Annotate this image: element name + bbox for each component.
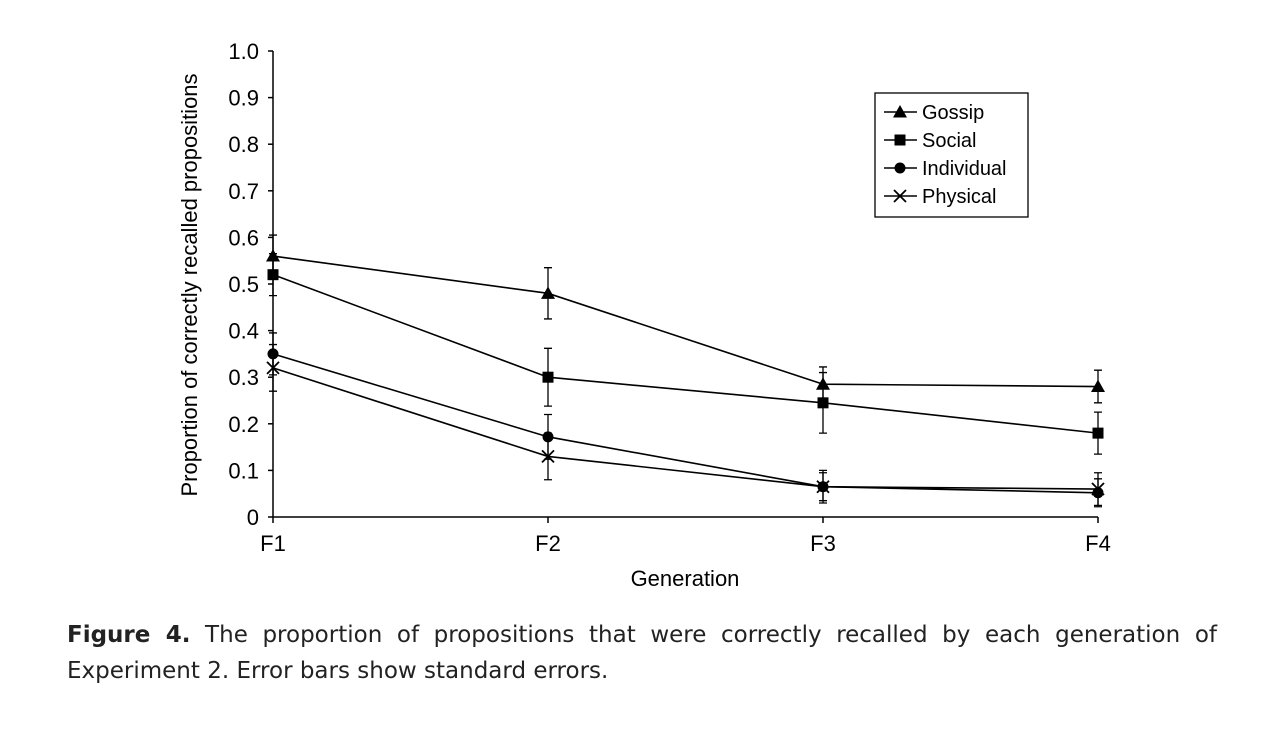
data-point-physical bbox=[266, 361, 280, 375]
series-gossip bbox=[266, 234, 1105, 404]
legend-marker-gossip bbox=[893, 105, 907, 118]
y-tick-label: 0.3 bbox=[228, 365, 259, 390]
data-point-gossip bbox=[1091, 379, 1105, 393]
legend-marker-individual bbox=[894, 162, 906, 174]
figure-caption: Figure 4. The proportion of propositions… bbox=[67, 617, 1217, 689]
data-point-physical bbox=[541, 449, 555, 464]
figure-caption-text: The proportion of propositions that were… bbox=[67, 622, 1217, 684]
series-line-physical bbox=[272, 367, 1099, 490]
series-line-social bbox=[272, 273, 1099, 434]
x-tick-label: F3 bbox=[810, 531, 836, 556]
x-tick-label: F2 bbox=[535, 531, 561, 556]
x-axis-label: Generation bbox=[631, 566, 740, 591]
legend-label-social: Social bbox=[922, 130, 976, 152]
y-tick-label: 0.5 bbox=[228, 272, 259, 297]
chart-legend: Gossip Social Individual Physical bbox=[874, 92, 1029, 218]
y-tick-label: 1.0 bbox=[228, 39, 259, 64]
series-line-gossip bbox=[272, 255, 1099, 388]
legend-label-individual: Individual bbox=[922, 158, 1007, 180]
y-axis-label: Proportion of correctly recalled proposi… bbox=[177, 73, 202, 496]
x-tick-label: F4 bbox=[1085, 531, 1111, 556]
y-tick-label: 0.8 bbox=[228, 132, 259, 157]
legend-label-gossip: Gossip bbox=[922, 102, 984, 124]
legend-label-physical: Physical bbox=[922, 186, 996, 208]
y-tick-label: 0.6 bbox=[228, 225, 259, 250]
series-physical bbox=[266, 343, 1105, 506]
figure-caption-label: Figure 4. bbox=[67, 622, 191, 648]
data-point-social bbox=[267, 269, 279, 281]
y-tick-label: 0.1 bbox=[228, 458, 259, 483]
line-chart: 0 0.1 0.2 0.3 0.4 0.5 0.6 0.7 0.8 0.9 1.0 F1 F2 F3 F4… bbox=[177, 39, 1111, 591]
data-point-physical bbox=[1091, 482, 1105, 496]
y-tick-label: 0.7 bbox=[228, 179, 259, 204]
series-line-individual bbox=[272, 353, 1099, 494]
data-point-social bbox=[542, 371, 554, 383]
x-axis-ticks: F1 F2 F3 F4 bbox=[260, 517, 1111, 556]
data-point-gossip bbox=[541, 286, 555, 299]
data-point-social bbox=[1092, 427, 1104, 439]
legend-marker-social bbox=[894, 134, 906, 146]
series-social bbox=[267, 253, 1104, 455]
y-tick-label: 0 bbox=[247, 505, 259, 530]
chart-series bbox=[266, 234, 1105, 508]
y-tick-label: 0.9 bbox=[228, 86, 259, 111]
legend-marker-physical bbox=[893, 189, 907, 203]
y-tick-label: 0.4 bbox=[228, 319, 259, 344]
data-point-physical bbox=[816, 480, 830, 494]
y-tick-label: 0.2 bbox=[228, 412, 259, 437]
x-tick-label: F1 bbox=[260, 531, 286, 556]
data-point-social bbox=[817, 397, 829, 409]
y-axis-ticks: 0 0.1 0.2 0.3 0.4 0.5 0.6 0.7 0.8 0.9 1.0 bbox=[228, 39, 273, 530]
